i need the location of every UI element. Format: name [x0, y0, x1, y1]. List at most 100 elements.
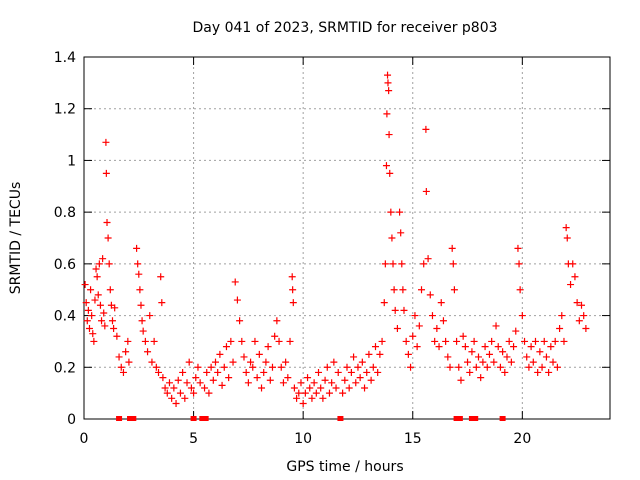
data-point: [201, 384, 209, 392]
data-point: [289, 286, 297, 294]
data-point: [384, 79, 392, 87]
data-point: [390, 286, 398, 294]
data-point: [133, 244, 141, 252]
data-point: [404, 350, 412, 358]
data-point: [514, 244, 522, 252]
data-point: [253, 374, 261, 382]
data-point: [289, 299, 297, 307]
data-point: [105, 260, 113, 268]
data-point: [483, 363, 491, 371]
data-point: [563, 234, 571, 242]
data-point: [225, 374, 233, 382]
data-point: [161, 384, 169, 392]
data-point: [418, 286, 426, 294]
data-point: [382, 162, 390, 170]
data-point: [459, 332, 467, 340]
data-point: [315, 368, 323, 376]
data-point: [90, 337, 98, 345]
data-point: [308, 394, 316, 402]
data-point: [174, 376, 182, 384]
data-point: [411, 312, 419, 320]
data-point: [386, 169, 394, 177]
baseline-marker: [453, 416, 460, 421]
data-point: [582, 325, 590, 332]
x-tick-label: 20: [513, 431, 531, 447]
data-point: [251, 337, 259, 345]
data-point: [136, 286, 144, 294]
data-point: [119, 368, 127, 376]
y-tick-label: 1.2: [54, 102, 76, 118]
data-point: [124, 337, 132, 345]
data-point: [233, 296, 241, 304]
data-point: [525, 363, 533, 371]
chart-title: Day 041 of 2023, SRMTID for receiver p80…: [192, 20, 497, 36]
data-point: [545, 368, 553, 376]
data-point: [87, 286, 95, 294]
data-point: [409, 332, 417, 340]
baseline-marker: [468, 416, 475, 421]
y-tick-label: 0: [67, 412, 76, 428]
data-point: [165, 379, 173, 387]
data-point: [122, 348, 130, 356]
data-point: [518, 312, 526, 320]
data-point: [108, 317, 116, 325]
data-point: [356, 374, 364, 382]
data-point: [157, 273, 165, 281]
data-point: [205, 389, 213, 397]
data-point: [111, 304, 119, 312]
data-points: [81, 71, 590, 407]
data-point: [244, 379, 252, 387]
data-point: [381, 260, 389, 268]
data-point: [378, 337, 386, 345]
data-point: [457, 376, 465, 384]
baseline-marker: [130, 416, 137, 421]
data-point: [402, 337, 410, 345]
data-point: [515, 260, 523, 268]
data-point: [494, 343, 502, 351]
data-point: [222, 343, 230, 351]
data-point: [95, 260, 103, 268]
data-point: [358, 358, 366, 366]
data-point: [92, 265, 100, 273]
data-point: [446, 363, 454, 371]
data-point: [428, 312, 436, 320]
data-point: [396, 208, 404, 216]
data-point: [306, 384, 314, 392]
data-point: [98, 317, 106, 325]
data-point: [470, 337, 478, 345]
data-point: [450, 286, 458, 294]
data-point: [347, 368, 355, 376]
axis-ticks: 0 0.2 0.4 0.6 0.8 1 1.2 1.4 0 5 10 15 20: [54, 50, 610, 447]
data-point: [135, 270, 143, 278]
data-point: [481, 343, 489, 351]
data-point: [369, 363, 377, 371]
data-point: [240, 353, 248, 361]
data-point: [83, 317, 91, 325]
data-point: [527, 343, 535, 351]
data-point: [102, 169, 110, 177]
data-point: [449, 260, 457, 268]
data-point: [249, 363, 257, 371]
baseline-marker: [199, 416, 206, 421]
data-point: [163, 389, 171, 397]
data-point: [183, 379, 191, 387]
data-point: [437, 299, 445, 307]
data-point: [523, 353, 531, 361]
data-point: [137, 301, 145, 309]
data-point: [341, 376, 349, 384]
data-point: [562, 224, 570, 232]
data-point: [260, 368, 268, 376]
data-point: [146, 312, 154, 320]
data-point: [455, 363, 463, 371]
data-point: [371, 343, 379, 351]
y-tick-label: 0.6: [54, 257, 76, 273]
y-tick-label: 1.4: [54, 50, 76, 66]
data-point: [461, 343, 469, 351]
data-point: [407, 363, 415, 371]
data-point: [540, 337, 548, 345]
data-point: [312, 389, 320, 397]
data-point: [575, 317, 583, 325]
data-point: [214, 368, 222, 376]
data-point: [275, 337, 283, 345]
y-tick-label: 0.8: [54, 205, 76, 221]
